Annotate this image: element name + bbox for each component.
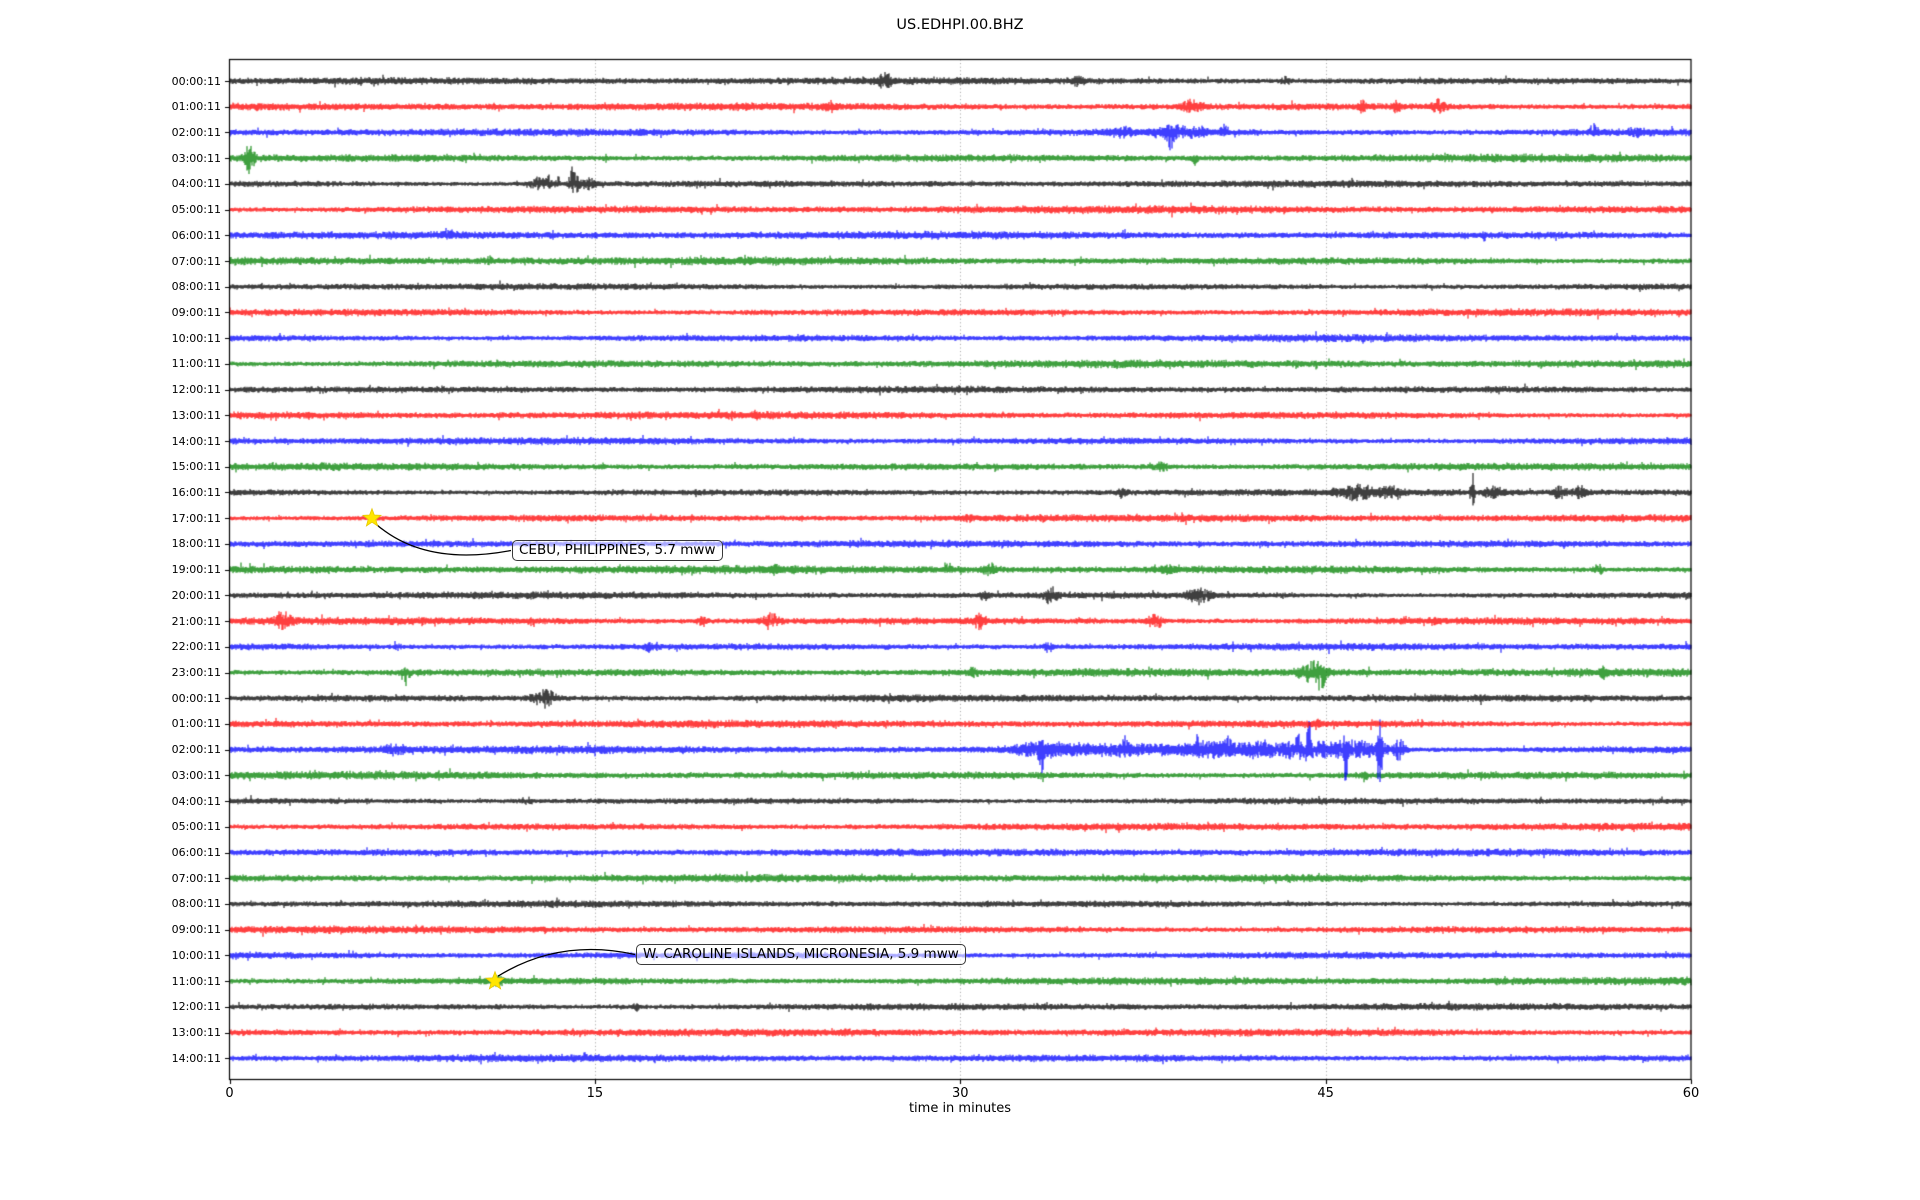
hour-label: 10:00:11 — [171, 948, 221, 962]
annotation-connector-line — [497, 948, 636, 977]
event-label-w-caroline-islands: W. CAROLINE ISLANDS, MICRONESIA, 5.9 mww — [636, 944, 966, 965]
hour-label: 10:00:11 — [171, 331, 221, 345]
hour-label: 01:00:11 — [171, 717, 221, 731]
hour-label: 02:00:11 — [171, 125, 221, 139]
hour-label: 09:00:11 — [171, 305, 221, 319]
hour-label: 03:00:11 — [171, 768, 221, 782]
hour-label: 12:00:11 — [171, 1000, 221, 1014]
hour-label: 03:00:11 — [171, 151, 221, 165]
hour-label: 01:00:11 — [171, 100, 221, 114]
earthquake-star-icon — [484, 970, 506, 990]
hour-label: 09:00:11 — [171, 923, 221, 937]
hour-label: 17:00:11 — [171, 511, 221, 525]
hour-label: 11:00:11 — [171, 357, 221, 371]
x-tick-label: 30 — [951, 1086, 969, 1101]
annotation-connector-line — [374, 522, 512, 556]
x-tick-label: 45 — [1317, 1086, 1334, 1101]
hour-label: 15:00:11 — [171, 460, 221, 474]
hour-label: 08:00:11 — [171, 897, 221, 911]
hour-label: 22:00:11 — [171, 640, 221, 654]
hour-label: 07:00:11 — [171, 871, 221, 885]
hour-label: 20:00:11 — [171, 588, 221, 602]
hour-label: 16:00:11 — [171, 485, 221, 499]
hour-label: 14:00:11 — [171, 434, 221, 448]
hour-label: 06:00:11 — [171, 846, 221, 860]
hour-label: 06:00:11 — [171, 228, 221, 242]
x-tick-label: 0 — [225, 1086, 234, 1101]
hour-label: 05:00:11 — [171, 203, 221, 217]
chart-title: US.EDHPI.00.BHZ — [896, 17, 1024, 33]
x-tick-label: 15 — [586, 1086, 604, 1101]
x-tick-label: 60 — [1682, 1086, 1700, 1101]
hour-label: 13:00:11 — [171, 408, 221, 422]
hour-label: 08:00:11 — [171, 280, 221, 294]
hour-label: 04:00:11 — [171, 177, 221, 191]
event-label-cebu-philippines: CEBU, PHILIPPINES, 5.7 mww — [512, 540, 723, 561]
hour-label: 11:00:11 — [171, 974, 221, 988]
hour-label: 21:00:11 — [171, 614, 221, 628]
hour-label: 00:00:11 — [171, 691, 221, 705]
hour-label: 19:00:11 — [171, 563, 221, 577]
x-axis-label: time in minutes — [908, 1101, 1012, 1116]
hour-label: 04:00:11 — [171, 794, 221, 808]
hour-label: 12:00:11 — [171, 383, 221, 397]
hour-label: 13:00:11 — [171, 1026, 221, 1040]
hour-label: 07:00:11 — [171, 254, 221, 268]
hour-label: 02:00:11 — [171, 743, 221, 757]
hour-label: 23:00:11 — [171, 666, 221, 679]
hour-label: 05:00:11 — [171, 820, 221, 834]
hour-label: 00:00:11 — [171, 74, 221, 88]
hour-label: 14:00:11 — [171, 1051, 221, 1065]
earthquake-star-icon — [361, 507, 383, 527]
hour-label: 18:00:11 — [171, 537, 221, 551]
